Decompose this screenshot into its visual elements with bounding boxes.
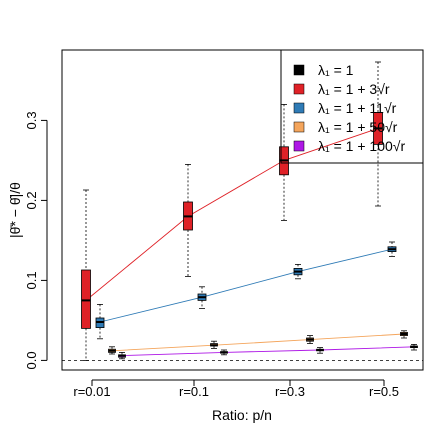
axes: 0.0 0.1 0.2 0.3 r=0.01 r=0.1 r=0.3 r=0.5 [24,111,399,399]
legend-label: λ₁ = 1 + 3√r [318,81,390,97]
legend-swatch [293,121,305,133]
y-axis-title: |θ̄* − θ̂|/θ [7,182,23,238]
legend-item-3: λ₁ = 1 + 50√r [293,119,398,135]
legend-item-4: λ₁ = 1 + 100√r [293,138,405,154]
y-tick-label-0.2: 0.2 [24,191,39,209]
box-series-2-r=0.5 [387,241,397,257]
box-series-4-r=0.1 [220,349,228,356]
x-tick-label-r=0.1: r=0.1 [179,384,209,399]
legend-label: λ₁ = 1 + 50√r [318,119,398,135]
box-series-4-r=0.3 [316,347,324,354]
x-tick-label-r=0.01: r=0.01 [73,384,110,399]
legend-swatch [293,102,305,114]
box-series-3-r=0.5 [400,330,408,339]
box-series-4-r=0.5 [410,343,418,351]
legend-label: λ₁ = 1 [318,62,354,78]
median-line-series-1 [85,127,379,301]
box-series-1-r=0.01 [81,189,91,361]
median-line-series-3 [111,333,405,352]
legend-swatch [293,83,305,95]
legend-item-1: λ₁ = 1 + 3√r [293,81,390,97]
legend-box [280,49,424,164]
y-tick-label-0.0: 0.0 [24,351,39,369]
box-iqr [81,269,91,329]
x-tick-label-r=0.3: r=0.3 [275,384,305,399]
legend-label: λ₁ = 1 + 11√r [318,100,397,116]
x-axis-title: Ratio: p/n [212,407,272,423]
box-series-2-r=0.1 [197,286,207,309]
legend-swatch [293,140,305,152]
legend-item-0: λ₁ = 1 [293,62,354,78]
legend-label: λ₁ = 1 + 100√r [318,138,405,154]
median-line-series-2 [99,248,393,323]
legend-swatch [293,64,305,76]
box-series-3-r=0.1 [210,340,218,349]
box-series-3-r=0.01 [108,346,116,355]
box-series-2-r=0.01 [95,303,105,340]
legend: λ₁ = 1 λ₁ = 1 + 3√r λ₁ = 1 + 11√r λ₁ = 1 + … [280,49,424,164]
x-tick-label-r=0.5: r=0.5 [369,384,399,399]
plot-frame [61,49,424,371]
legend-item-2: λ₁ = 1 + 11√r [293,100,397,116]
box-series-2-r=0.3 [293,263,303,280]
box-series-1-r=0.1 [183,163,193,277]
box-series-4-r=0.01 [118,351,126,360]
y-tick-label-0.3: 0.3 [24,111,39,129]
box-series-1-r=0.5 [373,61,383,207]
y-tick-label-0.1: 0.1 [24,271,39,289]
median-line-series-4 [121,346,415,357]
box-series-3-r=0.3 [306,335,314,345]
plot-area [62,61,423,361]
